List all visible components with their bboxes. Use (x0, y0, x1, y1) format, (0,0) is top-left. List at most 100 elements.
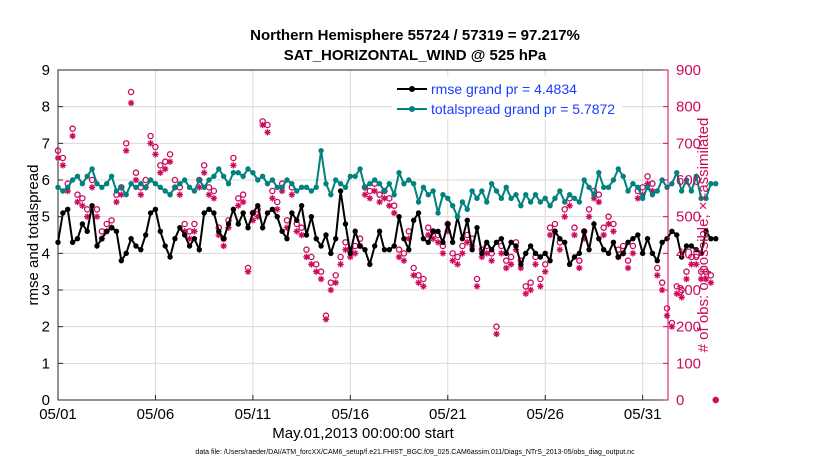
obs-possible-point (166, 151, 174, 158)
obs-assimilated-point (673, 290, 680, 297)
rmse-point (255, 202, 261, 209)
obs-assimilated-stroke (596, 199, 602, 205)
totalspread-point (488, 180, 495, 187)
rmse-point (518, 261, 524, 268)
rmse-point (415, 210, 422, 216)
rmse-point (674, 232, 680, 238)
rmse-point (342, 221, 349, 227)
rmse-point (230, 206, 237, 213)
obs-possible-point (673, 283, 681, 290)
rmse-point (381, 246, 388, 253)
obs-assimilated-point (634, 195, 641, 202)
rmse-point (484, 239, 490, 246)
obs-assimilated-point (118, 191, 125, 198)
obs-assimilated-point (395, 253, 403, 261)
obs-assimilated-point (415, 279, 422, 286)
totalspread-point (225, 180, 232, 187)
obs-assimilated-point (366, 195, 374, 202)
totalspread-point (74, 173, 81, 180)
totalspread-point (220, 173, 227, 180)
obs-assimilated-stroke (542, 268, 548, 275)
obs-assimilated-point (439, 250, 447, 257)
rmse-point (269, 206, 276, 213)
obs-assimilated-stroke (449, 257, 456, 264)
totalspread-point (693, 173, 699, 180)
obs-assimilated-point (210, 195, 218, 202)
rmse-point (201, 210, 207, 216)
obs-possible-point (332, 272, 339, 279)
obs-possible-point (658, 279, 666, 286)
rmse-point (318, 243, 324, 249)
obs-assimilated-stroke (625, 265, 631, 271)
rmse-point (337, 188, 344, 194)
obs-assimilated-stroke (454, 261, 461, 268)
totalspread-point (362, 184, 368, 191)
obs-assimilated-stroke (474, 283, 480, 290)
obs-assimilated-stroke (523, 290, 529, 297)
rmse-point (74, 235, 81, 242)
obs-assimilated-point (74, 198, 81, 206)
rmse-point (664, 235, 670, 242)
totalspread-point (269, 177, 276, 183)
rmse-point (493, 239, 500, 246)
rmse-point (79, 221, 86, 227)
obs-possible-point (210, 187, 218, 195)
obs-assimilated-point (322, 316, 330, 323)
rmse-point (211, 210, 217, 216)
obs-assimilated-stroke (94, 213, 100, 220)
rmse-point (654, 257, 660, 264)
obs-assimilated-stroke (128, 100, 134, 106)
obs-assimilated-stroke (386, 202, 393, 209)
obs-assimilated-stroke (313, 268, 319, 275)
rmse-point (435, 228, 441, 235)
obs-possible-point (541, 261, 549, 268)
obs-assimilated-point (434, 239, 442, 246)
totalspread-point (298, 184, 305, 191)
rmse-point (108, 224, 115, 231)
obs-assimilated-point (161, 165, 169, 173)
rmse-point (542, 250, 548, 257)
rmse-point (488, 246, 495, 253)
obs-assimilated-stroke (201, 169, 207, 176)
obs-assimilated-stroke (488, 257, 495, 264)
obs-assimilated-stroke (576, 265, 583, 271)
rmse-point (445, 221, 451, 227)
obs-assimilated-point (230, 162, 237, 169)
obs-assimilated-point (464, 239, 471, 246)
obs-assimilated-stroke (683, 276, 690, 282)
rmse-point (333, 235, 339, 242)
rmse-point (89, 202, 95, 209)
totalspread-point (259, 173, 266, 180)
obs-assimilated-stroke (323, 316, 329, 323)
obs-assimilated-point (522, 290, 529, 297)
obs-assimilated-point (654, 272, 661, 279)
obs-assimilated-stroke (123, 147, 129, 154)
totalspread-point (294, 188, 300, 194)
obs-assimilated-point (527, 286, 534, 294)
totalspread-point (503, 184, 509, 191)
obs-possible-point (493, 323, 500, 330)
totalspread-point (172, 184, 178, 191)
obs-possible-point (298, 224, 305, 231)
y-tick-label-left: 8 (42, 99, 50, 116)
obs-assimilated-point (488, 257, 495, 264)
obs-assimilated-stroke (610, 228, 617, 235)
totalspread-point (245, 166, 251, 172)
obs-assimilated-point (663, 312, 671, 319)
obs-assimilated-point (361, 191, 369, 198)
obs-assimilated-point (425, 231, 432, 239)
obs-assimilated-stroke (186, 235, 193, 242)
rmse-point (220, 235, 227, 242)
totalspread-point (308, 188, 315, 194)
obs-assimilated-stroke (678, 294, 685, 301)
totalspread-point (386, 180, 393, 187)
rmse-point (225, 221, 232, 227)
obs-possible-point (561, 206, 568, 213)
rmse-point (620, 250, 626, 257)
totalspread-point (191, 188, 198, 194)
rmse-point (152, 206, 159, 213)
rmse-point (552, 228, 558, 235)
totalspread-point (201, 184, 207, 191)
